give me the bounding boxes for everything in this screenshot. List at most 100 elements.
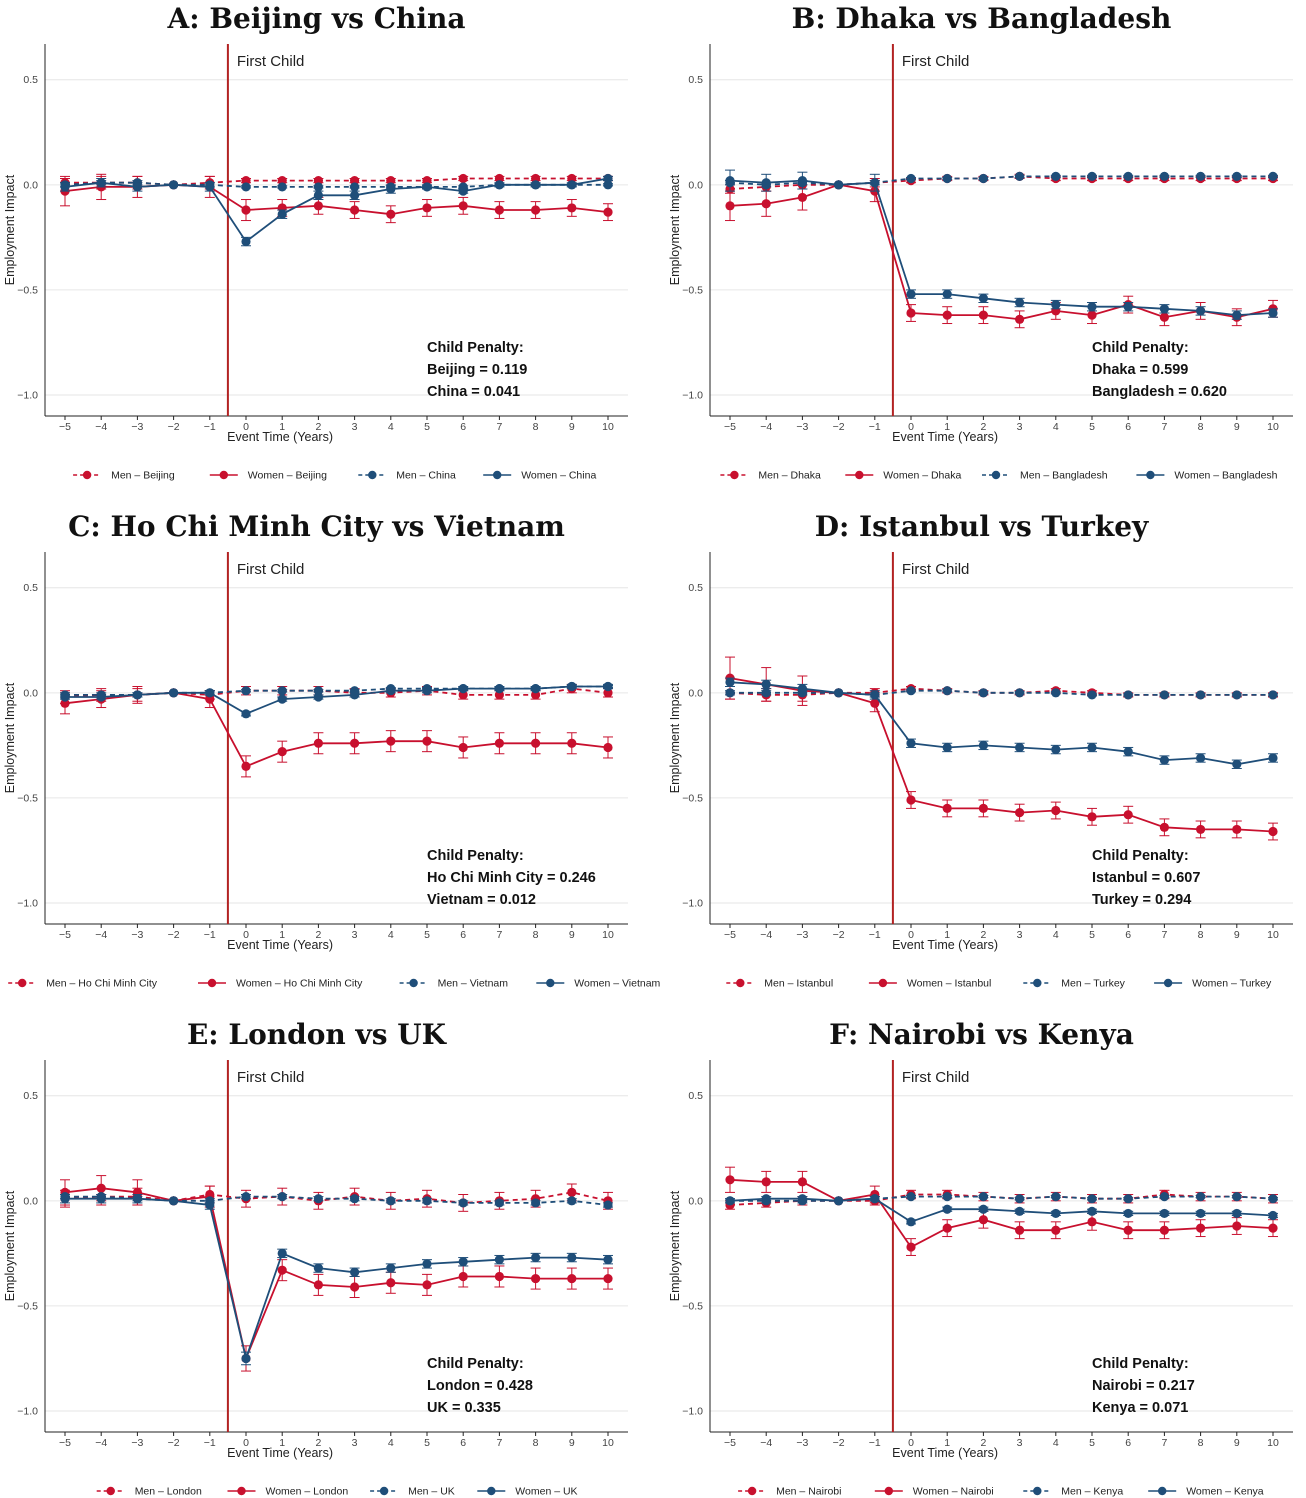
legend: Men – Beijing Women – Beijing Men – China W… xyxy=(73,470,596,482)
x-tick-label: 0 xyxy=(908,929,914,941)
x-tick-label: 5 xyxy=(424,421,430,433)
series-women-–-beijing xyxy=(60,173,613,224)
data-point xyxy=(422,1259,432,1269)
data-point xyxy=(494,180,504,190)
legend-label: Men – Vietnam xyxy=(438,978,509,990)
data-point xyxy=(494,684,504,694)
series-line xyxy=(730,689,1273,696)
x-tick-label: 4 xyxy=(1053,1437,1059,1449)
x-tick-label: 0 xyxy=(243,1437,249,1449)
series-men-–-dhaka xyxy=(725,171,1278,194)
x-tick-label: 3 xyxy=(352,929,358,941)
x-tick-label: −1 xyxy=(869,421,881,433)
data-point xyxy=(1232,171,1242,182)
data-point xyxy=(1232,824,1242,835)
x-tick-label: 9 xyxy=(1234,1437,1240,1449)
series-men-–-ho-chi-minh-city xyxy=(60,683,613,704)
x-tick-label: 7 xyxy=(1161,421,1167,433)
x-tick-label: 3 xyxy=(352,421,358,433)
data-point xyxy=(350,738,360,748)
data-point xyxy=(725,677,735,687)
x-tick-label: 8 xyxy=(1198,929,1204,941)
data-point xyxy=(906,1192,916,1202)
x-tick-label: 2 xyxy=(980,1437,986,1449)
data-point xyxy=(1232,759,1242,769)
series-line xyxy=(729,1178,1274,1249)
data-point xyxy=(834,180,844,190)
series-women-–-china xyxy=(60,173,613,247)
chart-title: E: London vs UK xyxy=(187,1018,448,1051)
x-tick-label: 7 xyxy=(496,929,502,941)
legend-label: Men – Dhaka xyxy=(758,470,821,482)
x-tick-label: 8 xyxy=(1198,1437,1204,1449)
data-point xyxy=(350,690,360,700)
data-point xyxy=(942,1204,952,1214)
x-tick-label: 10 xyxy=(602,1437,614,1449)
x-tick-label: 3 xyxy=(1017,1437,1023,1449)
data-point xyxy=(978,688,988,698)
data-point xyxy=(96,1183,106,1193)
y-tick-label: −1.0 xyxy=(17,1405,38,1417)
data-point xyxy=(1196,690,1206,700)
x-tick-label: −2 xyxy=(168,421,180,433)
data-point xyxy=(603,173,613,184)
data-point xyxy=(567,1273,577,1284)
data-point xyxy=(942,1223,952,1233)
series-line xyxy=(64,177,609,243)
y-tick-label: 0.0 xyxy=(23,687,38,699)
x-tick-label: 8 xyxy=(533,421,539,433)
data-point xyxy=(241,1353,251,1364)
chart-panel-5: E: London vs UK 0.5 0.0 −0.5 −1.0 −5 −4 −3 −2 −1 0… xyxy=(3,1018,628,1498)
x-tick-label: −2 xyxy=(168,1437,180,1449)
legend-swatch-marker xyxy=(18,978,27,988)
data-point xyxy=(567,681,577,692)
x-tick-label: 0 xyxy=(243,421,249,433)
data-point xyxy=(1159,1192,1169,1202)
data-point xyxy=(1123,810,1133,820)
y-axis-label: Employment Impact xyxy=(3,682,17,793)
x-tick-label: 2 xyxy=(980,421,986,433)
x-axis-label: Event Time (Years) xyxy=(227,938,333,952)
data-point xyxy=(906,308,916,318)
data-point xyxy=(1087,302,1097,312)
x-tick-label: −3 xyxy=(131,929,143,941)
x-tick-label: 7 xyxy=(496,1437,502,1449)
data-point xyxy=(241,176,251,186)
chart-panel-6: F: Nairobi vs Kenya 0.5 0.0 −0.5 −1.0 −5 −4 −3 −… xyxy=(668,1018,1293,1498)
data-point xyxy=(603,1273,613,1284)
x-tick-label: 3 xyxy=(1017,929,1023,941)
y-tick-label: −1.0 xyxy=(682,897,703,909)
legend-swatch-marker xyxy=(736,978,745,988)
data-point xyxy=(1159,171,1169,182)
series-line xyxy=(729,179,1274,317)
data-point xyxy=(1268,753,1278,763)
penalty-line: London = 0.428 xyxy=(427,1378,533,1394)
data-point xyxy=(241,236,251,247)
y-tick-label: 0.0 xyxy=(688,687,703,699)
legend-label: Women – Ho Chi Minh City xyxy=(236,978,363,990)
x-tick-label: 2 xyxy=(315,421,321,433)
x-tick-label: −1 xyxy=(204,421,216,433)
series-women-–-kenya xyxy=(725,1194,1278,1227)
x-tick-label: 10 xyxy=(1267,929,1279,941)
data-point xyxy=(350,205,360,215)
data-point xyxy=(906,795,916,805)
data-point xyxy=(277,1248,287,1258)
series-women-–-bangladesh xyxy=(725,169,1278,320)
data-point xyxy=(942,686,952,696)
legend-swatch-marker xyxy=(1158,1486,1167,1496)
x-tick-label: 9 xyxy=(569,929,575,941)
data-point xyxy=(1051,805,1061,816)
data-point xyxy=(603,207,613,217)
data-point xyxy=(1196,1192,1206,1202)
y-axis-label: Employment Impact xyxy=(3,1190,17,1301)
x-tick-label: 4 xyxy=(1053,421,1059,433)
data-point xyxy=(1051,1225,1061,1235)
x-tick-label: 9 xyxy=(1234,929,1240,941)
data-point xyxy=(761,199,771,209)
data-point xyxy=(1268,171,1278,182)
x-tick-label: 1 xyxy=(279,929,285,941)
data-point xyxy=(978,173,988,184)
y-tick-label: −0.5 xyxy=(17,1300,38,1312)
